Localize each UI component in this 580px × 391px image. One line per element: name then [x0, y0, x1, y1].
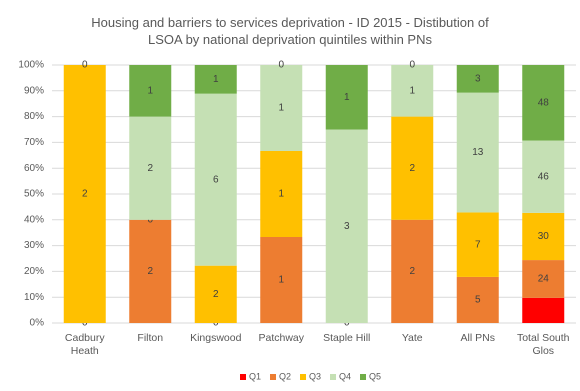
x-tick-label: Total South Glos — [516, 332, 570, 357]
legend-swatch — [330, 374, 336, 380]
bar-segment — [129, 65, 172, 117]
data-label: 1 — [147, 85, 153, 96]
data-label: 30 — [538, 231, 550, 242]
data-label: 13 — [472, 147, 484, 158]
legend-swatch — [300, 374, 306, 380]
y-tick-label: 90% — [24, 85, 44, 96]
bar-segment — [325, 65, 368, 130]
data-label: 24 — [538, 274, 550, 285]
bar-segment — [194, 65, 237, 94]
legend-swatch — [360, 374, 366, 380]
data-label: 1 — [278, 275, 284, 286]
data-label: 0 — [278, 60, 284, 71]
y-tick-label: 100% — [18, 60, 44, 71]
data-label: 0 — [82, 60, 88, 71]
bar-segment — [129, 116, 172, 220]
bar-segment — [456, 92, 499, 213]
legend-label: Q5 — [369, 371, 381, 381]
x-tick-label: Patchway — [258, 332, 305, 344]
y-tick-label: 10% — [24, 292, 44, 303]
y-tick-label: 30% — [24, 240, 44, 251]
y-tick-label: 40% — [24, 214, 44, 225]
bar-segment — [129, 219, 172, 323]
bar-segment — [456, 65, 499, 93]
data-label: 3 — [344, 221, 350, 232]
bar-segment — [456, 212, 499, 277]
data-label: 1 — [278, 103, 284, 114]
data-label: 1 — [278, 189, 284, 200]
bar-segment — [260, 65, 303, 151]
data-label: 2 — [82, 189, 88, 200]
data-label: 0 — [213, 318, 219, 329]
x-tick-label: Yate — [401, 332, 423, 344]
bar-segment — [260, 237, 303, 323]
y-tick-label: 60% — [24, 163, 44, 174]
data-label: 1 — [344, 92, 350, 103]
data-label: 6 — [213, 174, 219, 185]
bar-segment — [194, 265, 237, 323]
data-label: 0 — [344, 318, 350, 329]
bar-segment — [391, 219, 434, 323]
data-label: 2 — [409, 163, 415, 174]
data-label: 0 — [82, 318, 88, 329]
x-tick-label: Staple Hill — [323, 332, 371, 344]
legend-label: Q3 — [309, 371, 321, 381]
bar-segment — [391, 116, 434, 220]
x-tick-label: Filton — [137, 332, 164, 344]
data-label: 2 — [147, 266, 153, 277]
bar-segment — [456, 276, 499, 323]
y-tick-label: 70% — [24, 137, 44, 148]
data-label: 7 — [475, 239, 481, 250]
data-label: 2 — [147, 163, 153, 174]
chart-title: Housing and barriers to services depriva… — [91, 15, 489, 47]
legend-label: Q1 — [249, 371, 261, 381]
x-tick-label: Kingswood — [190, 332, 242, 344]
data-label: 0 — [409, 60, 415, 71]
data-label: 1 — [409, 85, 415, 96]
data-label: 48 — [538, 97, 550, 108]
bar-segment — [63, 65, 106, 323]
y-tick-label: 20% — [24, 266, 44, 277]
bar-segment — [522, 212, 565, 261]
data-label: 2 — [409, 266, 415, 277]
x-tick-label: All PNs — [460, 332, 495, 344]
y-tick-label: 50% — [24, 189, 44, 200]
data-label: 3 — [475, 73, 481, 84]
bar-segment — [194, 93, 237, 266]
bar-segment — [522, 65, 565, 141]
bar-segment — [522, 297, 565, 323]
legend-label: Q2 — [279, 371, 291, 381]
bar-segment — [522, 140, 565, 213]
data-label: 0 — [147, 214, 153, 225]
data-label: 1 — [213, 74, 219, 85]
y-tick-label: 0% — [30, 318, 45, 329]
data-label: 46 — [538, 171, 550, 182]
legend-swatch — [270, 374, 276, 380]
bar-segment — [522, 260, 565, 298]
bar-segment — [325, 129, 368, 323]
bar-segment — [391, 65, 434, 117]
data-label: 2 — [213, 289, 219, 300]
y-tick-label: 80% — [24, 111, 44, 122]
data-label: 5 — [475, 295, 481, 306]
legend-label: Q4 — [339, 371, 351, 381]
x-tick-label: Cadbury Heath — [64, 332, 105, 357]
legend-swatch — [240, 374, 246, 380]
bar-segment — [260, 151, 303, 237]
